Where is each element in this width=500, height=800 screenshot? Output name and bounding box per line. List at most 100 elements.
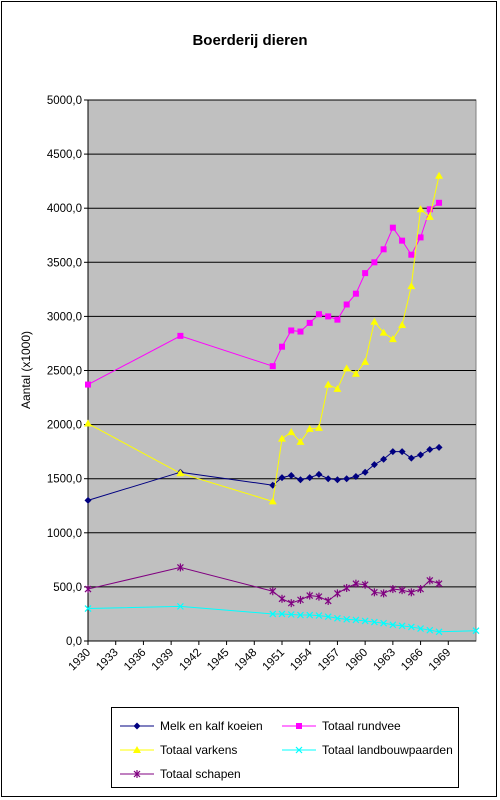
data-point [133, 770, 141, 778]
y-tick-label: 2000,0 [47, 420, 82, 432]
data-point [343, 615, 351, 623]
data-point [315, 612, 323, 619]
legend-label: Totaal schapen [160, 767, 241, 781]
series-3 [84, 171, 444, 505]
data-point [297, 595, 304, 604]
data-point [407, 588, 415, 597]
data-point [306, 611, 314, 619]
y-tick-label: 500,0 [53, 582, 82, 594]
data-point [306, 591, 314, 600]
x-tick-label: 1939 [150, 647, 177, 674]
legend-item: Totaal landbouwpaarden [282, 743, 453, 757]
data-point [379, 328, 388, 336]
data-point [389, 585, 397, 594]
y-tick-label: 4500,0 [47, 149, 82, 161]
legend-item: Totaal rundvee [282, 719, 401, 733]
data-point [389, 224, 396, 231]
data-point [334, 614, 341, 622]
y-tick-label: 1000,0 [47, 528, 82, 540]
data-point [352, 473, 360, 481]
y-tick-label: 5000,0 [47, 95, 82, 107]
data-point [352, 290, 359, 297]
x-tick-label: 1933 [94, 647, 121, 674]
data-point [176, 563, 184, 572]
data-point [370, 588, 378, 597]
data-point [278, 594, 286, 603]
data-point [85, 381, 91, 388]
y-axis-label: Aantal (x1000) [19, 331, 33, 409]
data-point [342, 364, 351, 372]
data-point [399, 237, 406, 244]
data-point [269, 587, 277, 596]
data-point [297, 611, 304, 619]
data-point [435, 628, 443, 636]
data-point [425, 212, 434, 220]
data-point [84, 605, 92, 612]
data-point [333, 384, 342, 392]
y-axis-ticks: 0,0 500,0 1000,0 1500,0 2000,0 2500,0 3000,0 35… [47, 95, 88, 648]
y-tick-label: 3000,0 [47, 311, 82, 323]
series-layer [84, 171, 480, 636]
data-point [84, 419, 92, 427]
data-point [314, 423, 323, 431]
x-tick-label: 1966 [399, 647, 426, 674]
data-point [343, 583, 351, 592]
legend-item: Totaal varkens [120, 743, 237, 757]
data-point [133, 722, 141, 730]
data-point [380, 619, 388, 627]
data-point [84, 585, 92, 594]
legend-swatch [120, 746, 154, 753]
x-tick-label: 1969 [427, 647, 454, 674]
data-point [278, 434, 286, 442]
series-4 [84, 602, 480, 636]
data-point [389, 448, 397, 456]
data-point [361, 357, 370, 365]
legend-swatch [120, 770, 154, 778]
y-tick-label: 4000,0 [47, 203, 82, 215]
legend-swatch [282, 746, 316, 754]
data-point [417, 585, 424, 594]
data-point [287, 611, 295, 618]
data-point [417, 625, 424, 632]
data-point [315, 470, 323, 478]
data-point [296, 476, 304, 484]
data-point [417, 451, 425, 459]
data-point [333, 476, 341, 484]
y-tick-label: 3500,0 [47, 257, 82, 269]
data-point [287, 599, 295, 608]
y-tick-label: 2500,0 [47, 366, 82, 378]
data-point [268, 497, 277, 505]
data-point [84, 496, 92, 504]
data-point [408, 251, 415, 258]
data-point [407, 454, 415, 462]
data-point [388, 335, 397, 343]
data-point [315, 592, 323, 601]
x-tick-label: 1936 [122, 647, 149, 674]
data-point [370, 317, 379, 325]
legend-swatch [282, 723, 316, 729]
data-point [324, 380, 333, 388]
data-point [361, 580, 369, 589]
data-point [371, 259, 378, 266]
data-point [306, 474, 314, 482]
data-point [362, 270, 369, 277]
data-point [279, 343, 285, 350]
data-point [287, 428, 296, 436]
data-point [177, 332, 184, 339]
data-point [361, 468, 369, 476]
data-point [426, 445, 434, 453]
data-point [472, 627, 480, 635]
data-point [295, 746, 303, 754]
data-point [305, 424, 314, 432]
x-axis-ticks: 1930 1933 1936 1939 1942 1945 1948 1951 1954 1957… [67, 641, 454, 674]
data-point [370, 618, 378, 626]
data-point [389, 621, 397, 629]
series-2 [85, 199, 443, 388]
data-point [176, 469, 185, 477]
data-point [324, 613, 332, 621]
data-point [352, 579, 360, 588]
data-point [297, 328, 304, 335]
x-tick-label: 1948 [233, 647, 260, 674]
legend-swatch [120, 722, 154, 730]
data-point [380, 589, 388, 598]
